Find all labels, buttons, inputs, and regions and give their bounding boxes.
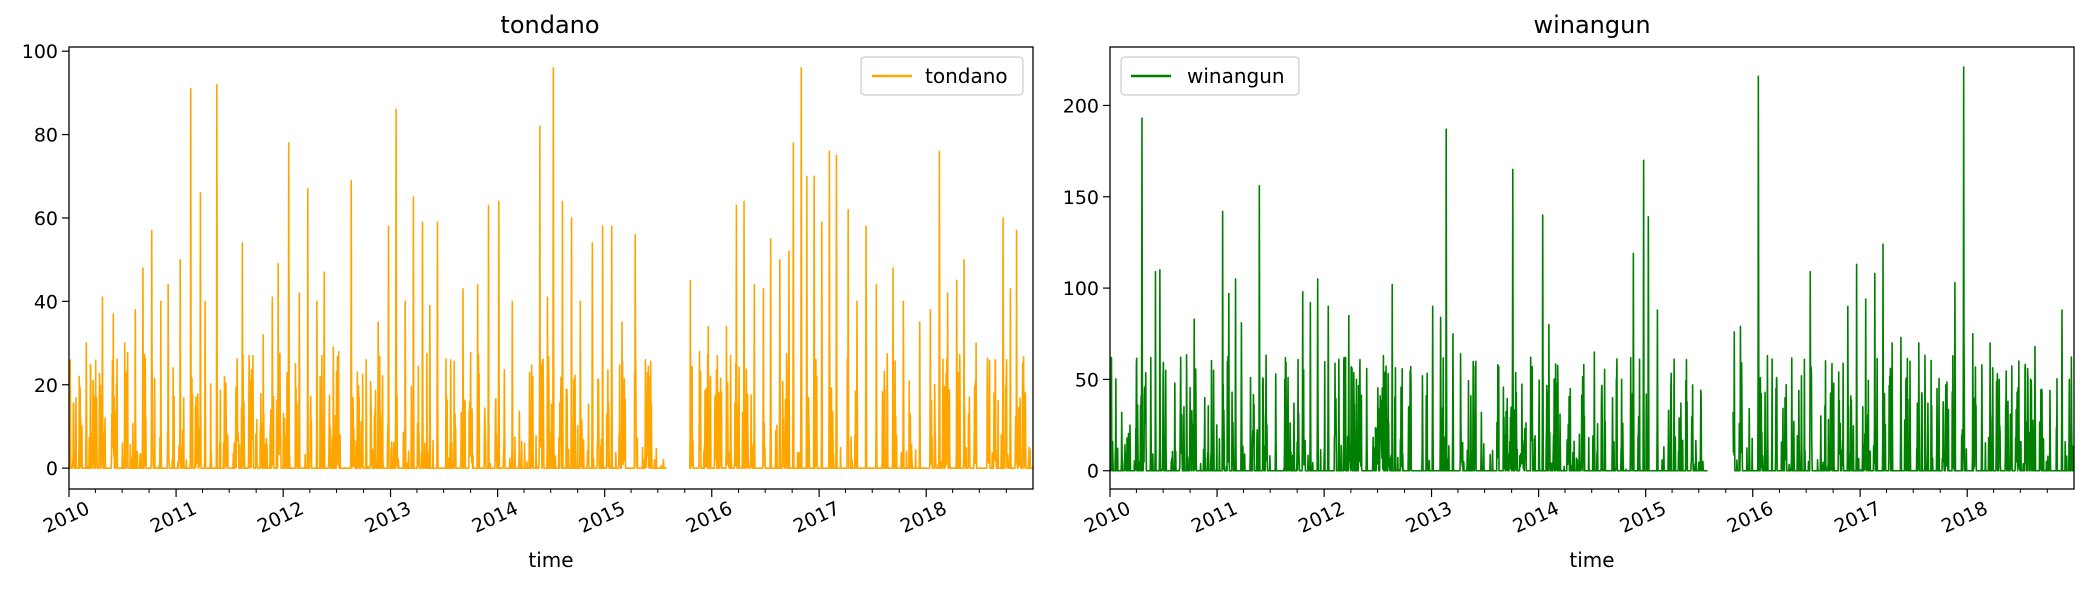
y-tick-label: 100 bbox=[1063, 278, 1099, 300]
plot-area bbox=[1110, 67, 2074, 471]
y-tick-label: 60 bbox=[34, 208, 58, 230]
x-tick-label: 2017 bbox=[1831, 497, 1884, 537]
x-tick-label: 2018 bbox=[897, 497, 950, 537]
x-tick-label: 2012 bbox=[254, 497, 307, 537]
x-tick-label: 2010 bbox=[40, 497, 93, 537]
y-tick-label: 150 bbox=[1063, 187, 1099, 209]
x-tick-label: 2015 bbox=[576, 497, 629, 537]
x-tick-label: 2011 bbox=[147, 497, 200, 537]
x-axis-label: time bbox=[1569, 548, 1614, 572]
y-axis: 0 20 40 60 80 100 bbox=[22, 41, 69, 480]
y-tick-label: 200 bbox=[1063, 95, 1099, 117]
y-tick-label: 40 bbox=[34, 291, 58, 313]
x-axis: 2010 2011 2012 2013 2014 2015 2016 2017 2018 bbox=[1081, 489, 2047, 538]
y-tick-label: 20 bbox=[34, 375, 58, 397]
x-tick-label: 2016 bbox=[683, 497, 736, 537]
x-axis: 2010 2011 2012 2013 2014 2015 2016 2017 2018 bbox=[40, 489, 1006, 538]
x-tick-label: 2017 bbox=[790, 497, 843, 537]
y-tick-label: 50 bbox=[1075, 369, 1099, 391]
y-axis: 0 50 100 150 200 bbox=[1063, 95, 1110, 482]
plot-area bbox=[69, 68, 1033, 468]
x-tick-label: 2018 bbox=[1938, 497, 1991, 537]
series-line-winangun bbox=[1110, 67, 2074, 471]
series-line-tondano bbox=[69, 68, 1033, 468]
legend-label: tondano bbox=[925, 64, 1008, 88]
x-tick-label: 2014 bbox=[1510, 497, 1563, 537]
y-tick-label: 0 bbox=[1087, 461, 1099, 483]
x-tick-label: 2014 bbox=[469, 497, 522, 537]
y-tick-label: 0 bbox=[46, 458, 58, 480]
chart-title: tondano bbox=[500, 11, 599, 39]
y-tick-label: 100 bbox=[22, 41, 58, 63]
x-tick-label: 2013 bbox=[1402, 497, 1455, 537]
x-tick-label: 2016 bbox=[1724, 497, 1777, 537]
chart-title: winangun bbox=[1533, 11, 1650, 39]
x-tick-label: 2015 bbox=[1617, 497, 1670, 537]
x-tick-label: 2011 bbox=[1188, 497, 1241, 537]
legend: winangun bbox=[1121, 57, 1299, 95]
legend-label: winangun bbox=[1187, 64, 1285, 88]
y-tick-label: 80 bbox=[34, 125, 58, 147]
x-tick-label: 2010 bbox=[1081, 497, 1134, 537]
x-tick-label: 2013 bbox=[361, 497, 414, 537]
legend: tondano bbox=[861, 57, 1023, 95]
x-axis-label: time bbox=[528, 548, 573, 572]
x-tick-label: 2012 bbox=[1295, 497, 1348, 537]
